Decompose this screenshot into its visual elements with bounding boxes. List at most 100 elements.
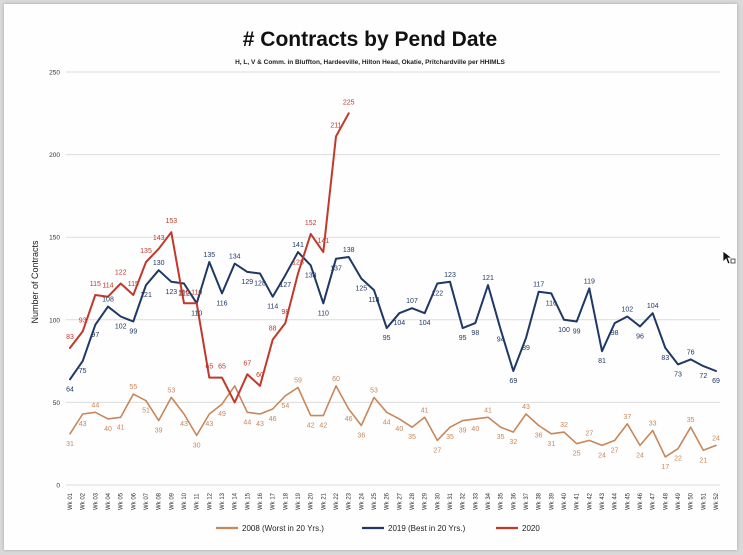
data-label: 39 xyxy=(155,428,163,435)
data-label: 123 xyxy=(444,272,456,279)
x-tick-label: Wk 38 xyxy=(537,492,543,510)
x-tick-label: Wk 19 xyxy=(296,492,302,510)
data-label: 27 xyxy=(611,447,619,454)
data-label: 153 xyxy=(165,218,177,225)
x-tick-label: Wk 36 xyxy=(511,492,517,510)
data-label: 51 xyxy=(142,408,150,415)
x-tick-label: Wk 07 xyxy=(144,492,150,510)
x-tick-label: Wk 45 xyxy=(625,492,631,510)
data-label: 134 xyxy=(229,254,241,261)
data-label: 130 xyxy=(153,260,165,267)
data-label: 21 xyxy=(699,457,707,464)
data-label: 35 xyxy=(687,417,695,424)
data-label: 36 xyxy=(535,433,543,440)
data-label: 67 xyxy=(243,360,251,367)
y-tick-labels: 0 50 100 150 200 250 xyxy=(49,70,60,490)
data-label: 41 xyxy=(484,407,492,414)
x-tick-label: Wk 51 xyxy=(701,492,707,510)
x-tick-label: Wk 37 xyxy=(524,492,530,510)
x-tick-label: Wk 40 xyxy=(562,492,568,510)
data-label: 83 xyxy=(66,334,74,341)
data-label: 65 xyxy=(218,364,226,371)
data-label: 41 xyxy=(117,424,125,431)
data-label: 42 xyxy=(307,423,315,430)
x-tick-label: Wk 06 xyxy=(131,492,137,510)
data-label: 118 xyxy=(368,297,379,304)
data-label: 39 xyxy=(459,428,467,435)
data-label: 24 xyxy=(636,452,644,459)
data-label: 135 xyxy=(140,248,152,255)
data-label: 76 xyxy=(687,349,695,356)
data-label: 42 xyxy=(319,423,327,430)
data-label: 89 xyxy=(522,345,530,352)
data-label: 152 xyxy=(305,220,317,227)
x-tick-label: Wk 12 xyxy=(207,492,213,510)
data-label: 128 xyxy=(254,281,266,288)
data-label: 35 xyxy=(497,434,505,441)
data-label: 41 xyxy=(421,407,429,414)
data-label: 43 xyxy=(79,421,87,428)
x-tick-label: Wk 48 xyxy=(663,492,669,510)
data-label: 98 xyxy=(611,330,619,337)
legend-label-3: 2020 xyxy=(522,524,540,533)
data-label: 32 xyxy=(509,439,517,446)
data-label: 211 xyxy=(330,122,341,129)
x-tick-label: Wk 20 xyxy=(309,492,315,510)
x-tick-label: Wk 10 xyxy=(182,492,188,510)
gridlines xyxy=(66,71,720,486)
data-label: 40 xyxy=(471,426,479,433)
x-tick-label: Wk 39 xyxy=(549,492,555,510)
data-label: 24 xyxy=(712,435,720,442)
mouse-pointer-icon xyxy=(722,250,736,265)
data-label: 24 xyxy=(598,452,606,459)
data-label: 114 xyxy=(102,283,113,290)
data-label: 98 xyxy=(281,309,289,316)
chart-frame: # Contracts by Pend Date H, L, V & Comm.… xyxy=(4,4,737,550)
data-label: 43 xyxy=(180,421,188,428)
series-line-2 xyxy=(69,251,717,381)
data-label: 225 xyxy=(343,99,355,106)
x-tick-label: Wk 13 xyxy=(220,492,226,510)
chart-subtitle: H, L, V & Comm. in Bluffton, Hardeeville… xyxy=(235,59,505,66)
data-label: 108 xyxy=(102,297,114,304)
data-label: 53 xyxy=(370,387,378,394)
x-tick-label: Wk 27 xyxy=(397,492,403,510)
data-label: 138 xyxy=(343,247,355,254)
data-label: 125 xyxy=(355,286,367,293)
data-label: 143 xyxy=(153,235,165,242)
data-label: 102 xyxy=(621,306,633,313)
data-label: 123 xyxy=(165,289,177,296)
y-tick-label: 150 xyxy=(49,235,60,242)
x-tick-label: Wk 44 xyxy=(613,492,619,510)
data-label: 97 xyxy=(91,332,99,339)
data-label: 25 xyxy=(573,451,581,458)
data-label: 119 xyxy=(584,278,595,285)
data-label: 127 xyxy=(279,282,291,289)
data-label: 114 xyxy=(267,304,278,311)
x-tick-label: Wk 41 xyxy=(575,492,581,510)
y-tick-label: 100 xyxy=(49,317,60,324)
data-label: 75 xyxy=(79,368,87,375)
x-tick-label: Wk 49 xyxy=(676,492,682,510)
data-label: 46 xyxy=(345,416,353,423)
x-tick-label: Wk 16 xyxy=(258,492,264,510)
x-tick-label: Wk 34 xyxy=(486,492,492,510)
x-tick-label: Wk 32 xyxy=(461,492,467,510)
data-label: 99 xyxy=(573,328,581,335)
data-label: 31 xyxy=(66,441,74,448)
data-label: 81 xyxy=(598,358,606,365)
x-tick-labels: Wk 01 Wk 02 Wk 03 Wk 04 Wk 05 Wk 06 Wk 07 Wk 08… xyxy=(68,492,720,510)
data-label: 116 xyxy=(216,300,227,307)
line-chart: # Contracts by Pend Date H, L, V & Comm.… xyxy=(30,28,720,533)
data-label: 44 xyxy=(243,419,251,426)
y-tick-label: 250 xyxy=(49,70,60,77)
data-label: 22 xyxy=(674,456,682,463)
data-label: 72 xyxy=(699,373,707,380)
data-label: 60 xyxy=(332,376,340,383)
series-line-3 xyxy=(69,112,350,404)
data-label: 27 xyxy=(585,430,593,437)
data-label: 141 xyxy=(317,238,329,245)
x-tick-label: Wk 46 xyxy=(638,492,644,510)
data-label: 122 xyxy=(431,290,443,297)
data-label: 93 xyxy=(79,317,87,324)
